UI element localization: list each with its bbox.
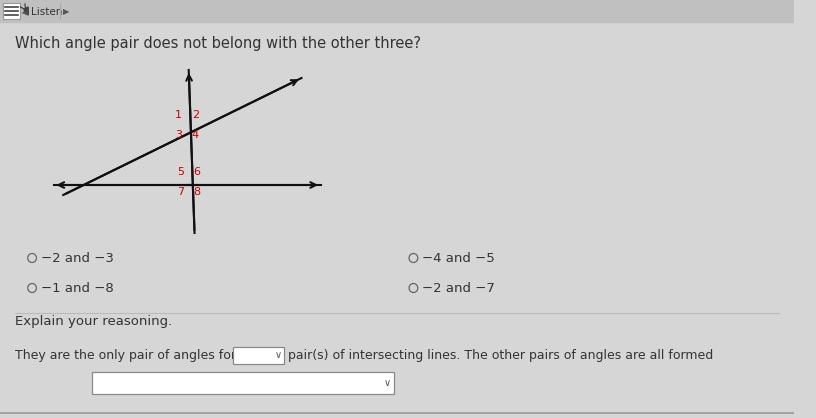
Text: −2 and −7: −2 and −7 xyxy=(422,281,495,295)
Text: ∨: ∨ xyxy=(384,378,392,388)
Text: −2 and −3: −2 and −3 xyxy=(41,252,113,265)
Text: 3: 3 xyxy=(175,130,182,140)
Text: 7: 7 xyxy=(177,187,184,197)
Text: 4: 4 xyxy=(192,130,199,140)
Text: ◄: ◄ xyxy=(21,8,28,16)
Text: −4 and −5: −4 and −5 xyxy=(422,252,495,265)
Text: 1: 1 xyxy=(175,110,182,120)
Text: 8: 8 xyxy=(193,187,201,197)
Text: ▶: ▶ xyxy=(63,8,69,16)
Text: 5: 5 xyxy=(177,167,184,177)
Bar xyxy=(92,372,394,394)
Bar xyxy=(0,0,794,22)
Text: Which angle pair does not belong with the other three?: Which angle pair does not belong with th… xyxy=(15,36,420,51)
Text: −1 and −8: −1 and −8 xyxy=(41,281,113,295)
Text: 6: 6 xyxy=(193,167,201,177)
Polygon shape xyxy=(24,7,29,15)
Text: Listen: Listen xyxy=(31,7,63,17)
Bar xyxy=(3,3,20,19)
Text: They are the only pair of angles formed by: They are the only pair of angles formed … xyxy=(15,349,282,362)
Bar xyxy=(233,347,284,364)
Text: 2: 2 xyxy=(192,110,199,120)
Text: Explain your reasoning.: Explain your reasoning. xyxy=(15,315,172,328)
Text: pair(s) of intersecting lines. The other pairs of angles are all formed: pair(s) of intersecting lines. The other… xyxy=(288,349,713,362)
Text: ∨: ∨ xyxy=(274,350,282,360)
